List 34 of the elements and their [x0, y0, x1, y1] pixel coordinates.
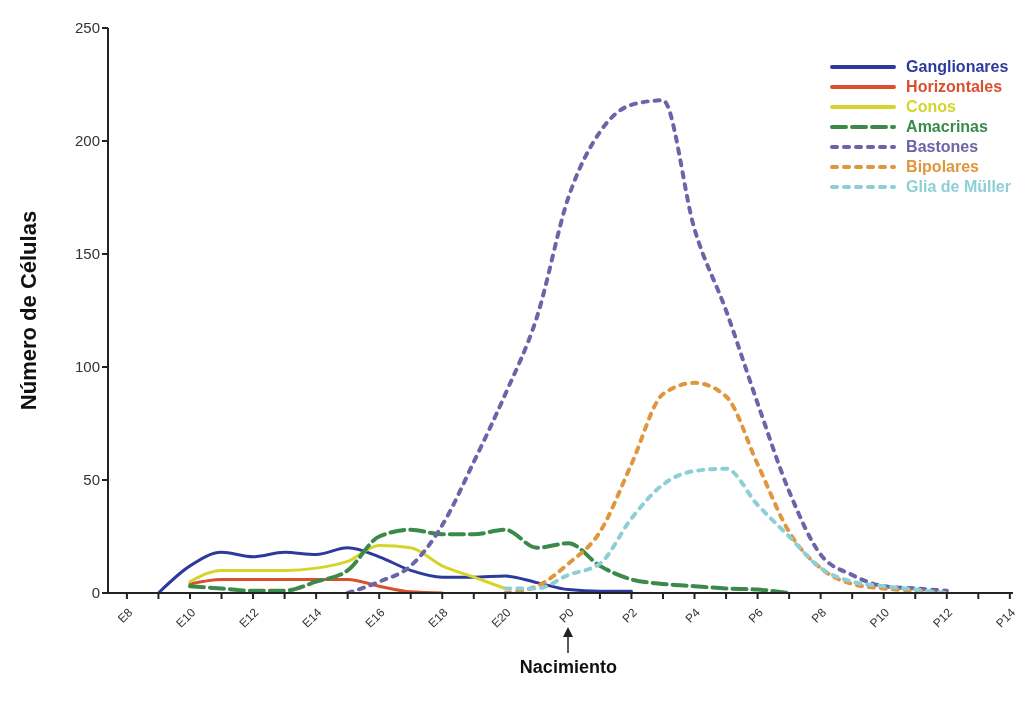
legend-label: Bipolares — [906, 158, 979, 176]
x-tick-label: E18 — [425, 605, 451, 631]
x-tick-label: E14 — [299, 605, 325, 631]
line-series — [156, 546, 633, 593]
x-tick-label: P0 — [556, 605, 577, 626]
x-tick-label: E10 — [173, 605, 199, 631]
x-tick-label: E12 — [236, 605, 262, 631]
legend-label: Amacrinas — [906, 118, 988, 136]
line-series — [188, 544, 507, 590]
legend-label: Conos — [906, 98, 956, 116]
y-axis-title: Número de Células — [15, 210, 41, 411]
y-tick-label: 150 — [74, 245, 100, 263]
y-tick-label: 100 — [74, 358, 100, 376]
x-tick-label: P10 — [867, 605, 893, 631]
x-tick-label: P14 — [993, 605, 1019, 631]
x-tick-label: P8 — [808, 605, 830, 626]
legend-label: Ganglionares — [906, 58, 1009, 76]
x-tick-label: P2 — [619, 605, 641, 626]
y-tick-label: 50 — [83, 471, 100, 489]
line-series — [188, 577, 444, 593]
y-tick-label: 0 — [91, 584, 100, 602]
y-tick-label: 200 — [74, 132, 100, 150]
legend-label: Bastones — [906, 138, 979, 156]
legend-label: Glia de Müller — [906, 178, 1011, 196]
x-tick-label: P4 — [682, 605, 704, 626]
x-tick-label: P6 — [745, 605, 767, 626]
x-tick-label: E8 — [114, 605, 136, 626]
text: Nacimiento — [518, 657, 618, 678]
y-tick-label: 250 — [74, 19, 100, 37]
legend-label: Horizontales — [906, 78, 1003, 96]
x-tick-label: E20 — [488, 605, 514, 631]
x-tick-label: P12 — [930, 605, 956, 631]
line-series — [503, 380, 949, 593]
x-tick-label: E16 — [362, 605, 388, 631]
